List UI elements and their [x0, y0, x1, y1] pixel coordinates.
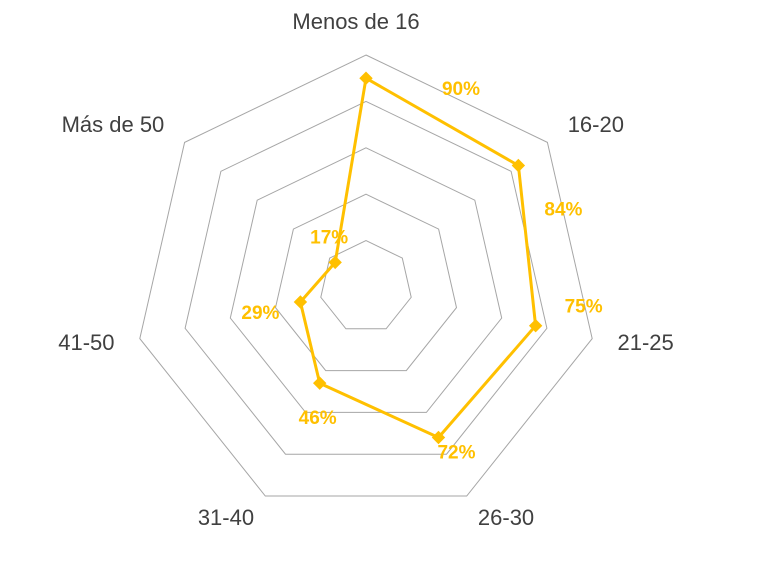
grid-rings	[139, 54, 593, 497]
category-label: 41-50	[58, 330, 114, 355]
category-label: 16-20	[568, 112, 624, 137]
data-point-marker	[511, 158, 526, 173]
data-label: 75%	[565, 297, 603, 318]
category-label: 26-30	[478, 505, 534, 530]
category-labels: Menos de 16 16-20 21-25 26-30 31-40 41-50 Más …	[58, 9, 674, 530]
data-labels: 90% 84% 75% 72% 46% 29% 17%	[241, 79, 602, 463]
data-point-marker	[312, 376, 327, 390]
data-label: 84%	[544, 200, 582, 221]
data-point-marker	[293, 295, 308, 309]
category-label: Más de 50	[62, 112, 165, 137]
grid-ring	[139, 54, 593, 497]
grid-ring	[229, 147, 503, 413]
category-label: 31-40	[198, 505, 254, 530]
data-point-marker	[359, 71, 373, 85]
data-point-marker	[431, 430, 446, 445]
series-layer	[298, 76, 538, 439]
data-label: 29%	[241, 303, 279, 324]
grid-ring	[184, 100, 548, 455]
data-label: 46%	[299, 408, 337, 429]
series-line	[298, 76, 538, 439]
data-label: 72%	[437, 443, 475, 464]
data-label: 17%	[310, 227, 348, 248]
data-point-marker	[528, 319, 543, 333]
category-label: Menos de 16	[292, 9, 419, 34]
data-label: 90%	[442, 79, 480, 100]
grid-ring	[274, 193, 458, 372]
grid-ring	[320, 240, 412, 330]
data-point-marker	[328, 255, 342, 270]
category-label: 21-25	[618, 330, 674, 355]
marker-layer	[293, 71, 543, 445]
